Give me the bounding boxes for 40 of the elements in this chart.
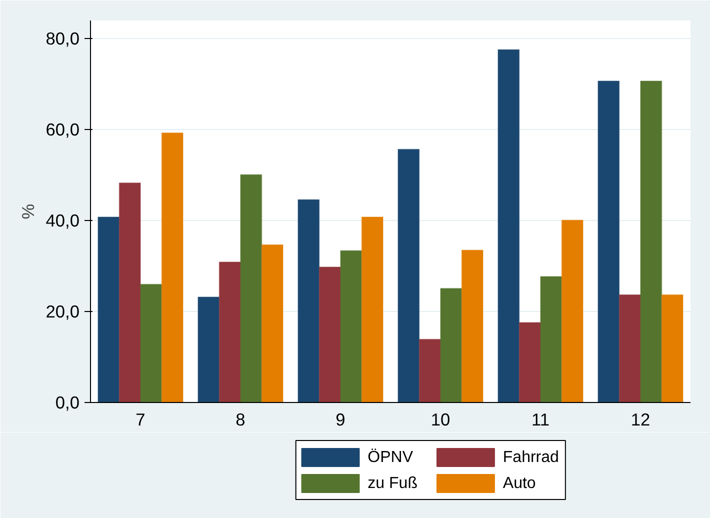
legend-label: Fahrrad bbox=[502, 449, 559, 466]
bar bbox=[498, 49, 520, 402]
bar bbox=[440, 288, 462, 402]
x-tick-label: 11 bbox=[532, 410, 550, 430]
legend-label: ÖPNV bbox=[368, 448, 414, 466]
bar bbox=[561, 220, 584, 402]
bar bbox=[398, 148, 420, 402]
y-axis-title: % bbox=[18, 204, 38, 220]
bar bbox=[161, 132, 184, 402]
bar bbox=[240, 174, 262, 402]
bar bbox=[618, 294, 641, 402]
bar bbox=[218, 261, 241, 402]
bar bbox=[361, 216, 384, 402]
bar bbox=[518, 322, 541, 402]
legend-label: Auto bbox=[502, 475, 536, 492]
bar bbox=[118, 182, 141, 402]
x-tick-label: 9 bbox=[336, 410, 346, 430]
bar bbox=[98, 216, 120, 402]
bar bbox=[340, 250, 362, 402]
bar bbox=[540, 276, 562, 402]
x-tick-label: 10 bbox=[430, 410, 450, 430]
bar bbox=[598, 80, 620, 402]
y-tick-label: 80,0 bbox=[46, 28, 80, 49]
bar bbox=[640, 80, 662, 402]
bar bbox=[461, 250, 484, 402]
bar bbox=[318, 266, 341, 402]
x-tick-label: 8 bbox=[236, 410, 246, 430]
bar bbox=[661, 294, 684, 402]
y-tick-label: 0,0 bbox=[55, 392, 80, 412]
bar bbox=[298, 199, 320, 402]
bar bbox=[261, 244, 284, 402]
bar bbox=[198, 296, 220, 402]
x-tick-label: 12 bbox=[630, 410, 650, 430]
y-tick-label: 20,0 bbox=[46, 302, 80, 322]
bar bbox=[140, 284, 162, 402]
y-tick-label: 40,0 bbox=[46, 210, 80, 231]
bar bbox=[418, 338, 441, 402]
y-tick-label: 60,0 bbox=[46, 120, 80, 140]
legend-label: zu Fuß bbox=[368, 475, 418, 492]
x-tick-label: 7 bbox=[136, 410, 146, 430]
